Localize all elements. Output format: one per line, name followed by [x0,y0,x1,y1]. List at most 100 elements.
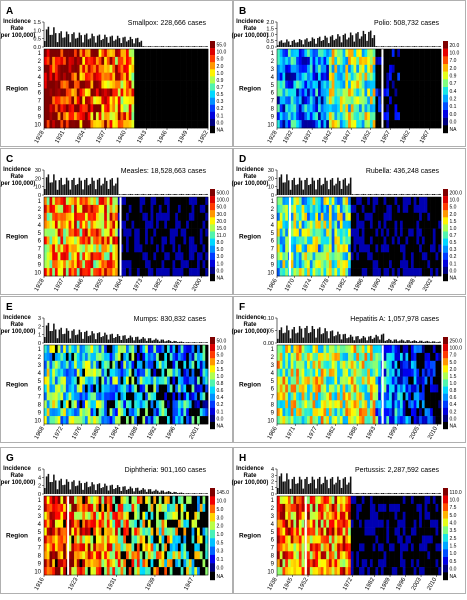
histogram-bar [338,334,341,343]
heatmap-cell [304,212,308,221]
heatmap-cell [158,228,162,237]
heatmap-cell [158,503,162,513]
heatmap-cell [199,527,203,536]
heatmap-cell [339,368,343,377]
histogram-bar [206,193,208,195]
histogram-bar [85,481,88,494]
heatmap-cell [380,197,384,206]
heatmap-cell [194,496,198,505]
heatmap-cell [202,400,206,409]
colorbar-segment [443,189,448,197]
heatmap-cell [298,96,302,105]
heatmap-cell [285,252,289,261]
colorbar-label: 0.4 [217,395,224,401]
heatmap-cell [416,384,420,393]
histogram-bar [404,194,407,195]
heatmap-cell [145,352,149,362]
heatmap-cell [188,88,192,97]
heatmap-cell [123,400,127,409]
heatmap-cell [397,268,401,277]
heatmap-cell [307,220,311,229]
heatmap-cell [74,268,78,277]
heatmap-cell [95,80,99,89]
colorbar-label: NA [217,127,225,133]
region-tick-label: 3 [38,363,42,369]
heatmap-cell [68,519,72,528]
heatmap-cell [331,360,335,369]
heatmap-cell [172,72,176,81]
heatmap-cell [52,384,56,393]
heatmap-cell [397,252,401,261]
heatmap-cell [312,49,316,58]
heatmap-cell [309,112,313,121]
heatmap-cell [175,236,179,245]
heatmap-cell [167,120,171,129]
heatmap-cell [438,260,442,269]
incidence-label: Rate [10,322,24,328]
heatmap-cell [307,96,311,105]
heatmap-cell [331,416,335,425]
heatmap-cell [432,236,436,245]
colorbar-segment [443,224,448,232]
heatmap-cell [293,212,297,221]
histogram-bar [147,194,150,195]
heatmap-cell [320,228,324,237]
heatmap-cell [304,228,308,237]
heatmap-cell [282,260,286,269]
heatmap-cell [197,120,201,129]
heatmap-cell [427,244,431,253]
heatmap-cell [63,416,67,425]
heatmap-cell [153,503,157,513]
heatmap-cell [177,519,181,528]
heatmap-cell [54,236,58,245]
heatmap-cell [95,212,99,221]
heatmap-cell [188,56,192,66]
heatmap-cell [430,368,434,377]
heatmap-cell [115,197,119,206]
heatmap-cell [164,112,168,121]
region-tick-label: 5 [271,379,275,385]
heatmap-cell [153,64,157,73]
heatmap-cell [402,268,406,277]
heatmap-cell [394,244,398,253]
histogram-bar [171,194,174,195]
heatmap-cell [419,96,423,105]
heatmap-cell [378,204,382,214]
heatmap-cell [126,392,130,401]
histogram-bar [113,185,115,195]
histogram-bar [297,332,299,343]
heatmap-cell [188,80,192,89]
heatmap-cell [169,96,173,105]
heatmap-cell [68,204,72,214]
heatmap-cell [169,511,173,520]
heatmap-cell [304,80,308,89]
histogram-bar [322,183,325,195]
heatmap-cell [142,368,146,377]
heatmap-cell [46,49,50,58]
heatmap-cell [123,104,127,113]
heatmap-cell [348,80,352,89]
heatmap-cell [46,120,50,129]
heatmap-cell [282,204,286,214]
heatmap-cell [93,527,97,536]
histogram-bar [155,489,157,494]
heatmap-cell [150,252,154,261]
heatmap-cell [309,49,313,58]
histogram-bar [397,194,399,195]
heatmap-cell [82,112,86,121]
heatmap-cell [309,197,313,206]
histogram-bar [136,336,139,343]
heatmap-cell [106,384,110,393]
colorbar-segment [443,94,448,103]
heatmap-cell [90,112,94,121]
heatmap-cell [413,376,417,385]
heatmap-cell [315,368,319,377]
heatmap-cell [164,360,168,369]
heatmap-cell [71,96,75,105]
heatmap-cell [391,204,395,214]
heatmap-cell [142,503,146,513]
heatmap-cell [95,228,99,237]
heatmap-cell [63,56,67,66]
heatmap-cell [337,96,341,105]
heatmap-cell [383,384,387,393]
